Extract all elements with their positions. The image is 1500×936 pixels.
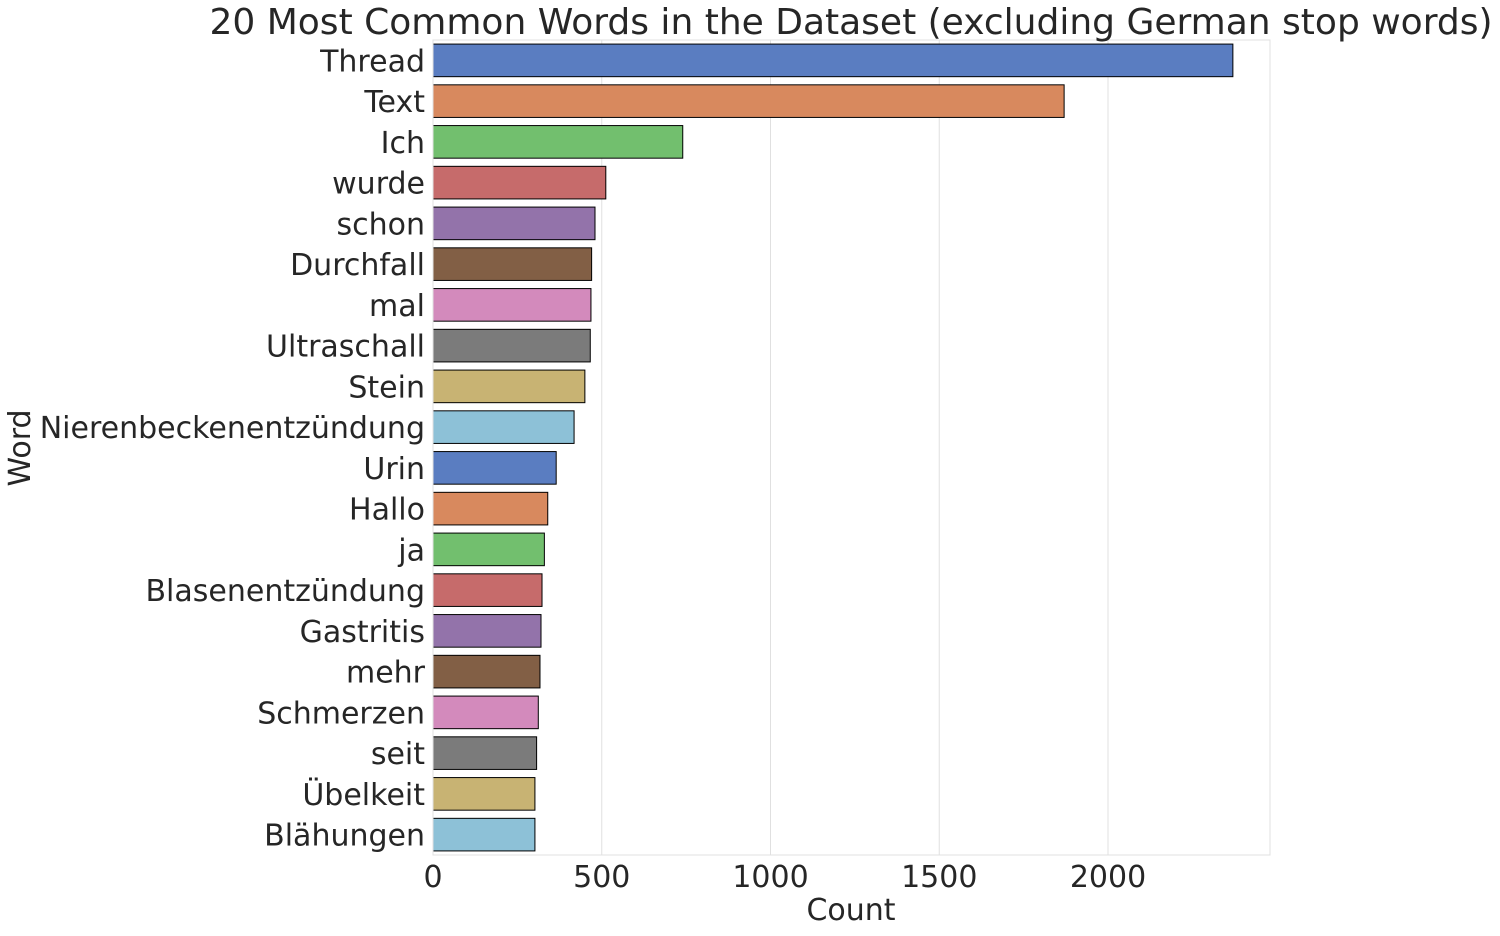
y-tick-label: Durchfall bbox=[290, 248, 425, 283]
bar bbox=[432, 532, 545, 567]
y-tick-label: Stein bbox=[348, 370, 425, 405]
axis-frame bbox=[432, 39, 1271, 856]
y-tick-label: mehr bbox=[346, 656, 426, 691]
y-tick-label: Ultraschall bbox=[266, 330, 425, 365]
bar bbox=[432, 369, 586, 404]
bar bbox=[432, 328, 591, 363]
y-tick-label: Hallo bbox=[349, 493, 425, 528]
y-tick-label: seit bbox=[371, 737, 425, 772]
y-tick-label: Gastritis bbox=[300, 615, 425, 650]
bar bbox=[432, 84, 1065, 118]
y-tick-labels: Thread Text Ich wurde schon Durchfall mal Ultra… bbox=[40, 44, 426, 853]
bar bbox=[432, 736, 538, 770]
bar bbox=[432, 654, 541, 689]
x-tick-label: 1000 bbox=[732, 860, 808, 895]
y-tick-label: Schmerzen bbox=[257, 696, 425, 731]
y-tick-label: Nierenbeckenentzündung bbox=[40, 411, 425, 446]
bar bbox=[432, 288, 592, 322]
bars bbox=[432, 43, 1234, 852]
y-tick-label: wurde bbox=[332, 167, 425, 202]
y-axis-label: Word bbox=[3, 409, 38, 486]
y-tick-label: schon bbox=[336, 207, 425, 242]
y-tick-label: Thread bbox=[319, 44, 425, 79]
y-tick-label: Text bbox=[363, 85, 425, 120]
x-axis-label: Count bbox=[806, 893, 895, 928]
bar bbox=[432, 451, 557, 485]
bar bbox=[432, 777, 536, 811]
bar bbox=[432, 43, 1234, 78]
y-tick-label: Blähungen bbox=[264, 819, 425, 854]
bar bbox=[432, 695, 539, 730]
bar bbox=[432, 247, 593, 281]
y-tick-label: ja bbox=[397, 533, 425, 568]
x-tick-labels: 0 500 1000 1500 2000 bbox=[423, 860, 1146, 895]
plot-border bbox=[432, 39, 1271, 856]
chart-title: 20 Most Common Words in the Dataset (exc… bbox=[209, 2, 1492, 43]
x-tick-label: 500 bbox=[573, 860, 630, 895]
y-tick-label: Übelkeit bbox=[302, 777, 425, 813]
bar bbox=[432, 491, 549, 526]
bar bbox=[432, 817, 536, 852]
x-tick-label: 0 bbox=[423, 860, 442, 895]
x-tick-label: 1500 bbox=[901, 860, 977, 895]
bar bbox=[432, 573, 543, 607]
bar bbox=[432, 125, 684, 159]
bar bbox=[432, 165, 607, 200]
y-tick-label: Urin bbox=[363, 452, 425, 487]
y-tick-label: mal bbox=[369, 289, 425, 324]
bar bbox=[432, 206, 596, 241]
bar bbox=[432, 614, 542, 648]
gridlines bbox=[432, 40, 1109, 855]
y-tick-label: Blasenentzündung bbox=[145, 574, 425, 609]
bar bbox=[432, 410, 575, 444]
y-tick-label: Ich bbox=[381, 126, 425, 161]
x-tick-label: 2000 bbox=[1070, 860, 1146, 895]
